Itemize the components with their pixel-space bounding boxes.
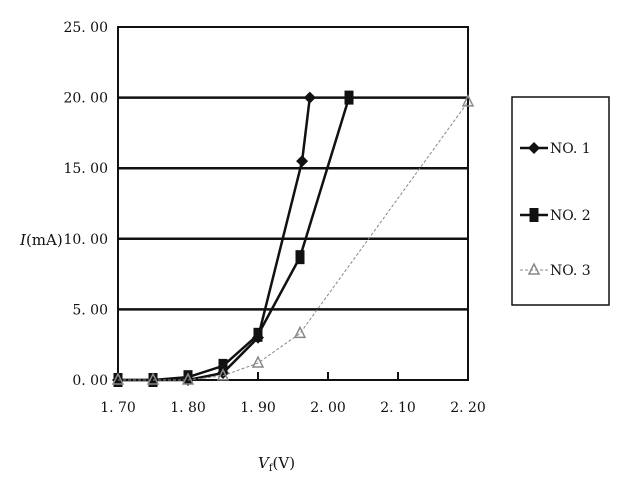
- triangle-marker: [461, 94, 475, 107]
- y-tick-label: 5. 00: [72, 302, 108, 318]
- x-tick-label: 2. 00: [310, 400, 346, 416]
- square-marker: [183, 370, 193, 385]
- legend-item: NO. 2: [520, 208, 591, 224]
- x-axis-label: Vf(V): [258, 454, 295, 474]
- y-axis-label: I(mA): [19, 231, 63, 249]
- legend: [511, 96, 610, 306]
- y-tick-label: 0. 00: [72, 373, 108, 389]
- x-tick-label: 1. 80: [170, 400, 206, 416]
- diamond-marker: [303, 91, 316, 104]
- y-tick-label: 25. 00: [63, 20, 108, 36]
- triangle-marker: [146, 372, 160, 385]
- y-tick-label: 10. 00: [63, 232, 108, 248]
- x-tick-label: 1. 90: [240, 400, 276, 416]
- series-no3: [111, 94, 475, 385]
- square-marker: [218, 358, 228, 373]
- triangle-marker: [293, 325, 307, 339]
- square-marker: [344, 90, 354, 105]
- y-tick-label: 15. 00: [63, 161, 108, 177]
- triangle-marker: [251, 355, 265, 368]
- legend-label: NO. 2: [550, 208, 591, 224]
- plot-area: [117, 26, 469, 381]
- series-line: [118, 101, 469, 381]
- diamond-marker: [296, 155, 309, 168]
- legend-item: NO. 1: [520, 141, 591, 157]
- square-marker: [253, 327, 263, 342]
- triangle-marker: [111, 372, 125, 385]
- legend-item: NO. 3: [520, 262, 591, 279]
- triangle-marker: [181, 372, 195, 385]
- triangle-marker: [527, 262, 541, 275]
- x-tick-label: 2. 10: [380, 400, 416, 416]
- diamond-marker: [528, 142, 540, 154]
- x-tick-label: 1. 70: [100, 400, 136, 416]
- square-marker: [529, 208, 539, 222]
- legend-label: NO. 1: [550, 141, 591, 157]
- triangle-marker: [216, 368, 230, 381]
- square-marker: [295, 250, 305, 265]
- legend-label: NO. 3: [550, 263, 591, 279]
- y-tick-label: 20. 00: [63, 91, 108, 107]
- x-tick-label: 2. 20: [450, 400, 486, 416]
